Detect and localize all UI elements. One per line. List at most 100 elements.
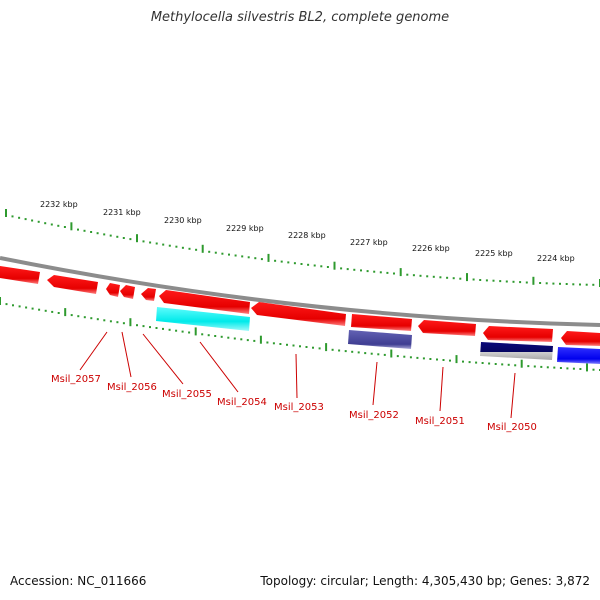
minor-tick [253,339,256,342]
gene-label-leaders [79,331,516,419]
minor-tick [103,319,106,322]
minor-tick [566,367,569,370]
minor-tick [439,276,442,279]
minor-tick [63,226,66,228]
minor-tick [357,351,360,354]
minor-tick [175,329,178,332]
minor-tick [373,270,376,273]
minor-tick [247,256,250,259]
minor-tick [553,366,556,369]
minor-tick [38,308,41,311]
minor-tick [592,368,595,371]
minor-tick [468,361,471,364]
minor-tick [241,255,244,258]
minor-tick [57,312,60,314]
gene-arrow [120,285,135,299]
scale-label: 2232 kbp [40,200,78,209]
minor-tick [540,365,543,368]
major-tick [201,244,204,253]
minor-tick [479,279,482,281]
minor-tick [492,279,495,282]
minor-tick [274,259,277,262]
minor-tick [552,282,555,285]
minor-tick [346,268,349,271]
minor-tick [305,346,308,348]
minor-tick [109,234,112,237]
minor-tick [83,316,86,319]
minor-tick [50,223,53,226]
gene-arrow [156,307,250,331]
minor-tick [514,364,517,367]
minor-tick [422,357,425,360]
leader-line [295,353,298,399]
minor-tick [31,219,34,222]
minor-tick [525,281,528,284]
minor-tick [366,270,369,273]
minor-tick [233,337,236,340]
minor-tick [90,317,93,320]
gene-arrow [418,320,476,336]
minor-tick [406,273,409,276]
minor-tick [70,314,73,317]
minor-tick [162,243,165,246]
minor-tick [181,246,184,249]
minor-tick [292,344,295,347]
minor-tick [234,254,237,257]
minor-tick [142,325,145,328]
minor-tick [396,355,399,358]
minor-tick [272,342,275,345]
gene-label: Msil_2050 [487,422,537,433]
minor-tick [37,220,40,223]
major-tick [0,297,1,305]
minor-tick [11,215,14,218]
scale-labels: 2232 kbp 2231 kbp 2230 kbp 2229 kbp 2228 kbp… [40,200,575,263]
major-tick [64,308,67,317]
minor-tick [122,322,125,325]
minor-tick [338,349,341,352]
minor-tick [195,248,198,251]
scale-label: 2225 kbp [475,249,513,258]
major-tick [532,276,535,285]
minor-tick [572,283,575,286]
minor-tick [280,260,283,263]
minor-tick [512,280,515,283]
minor-tick [472,278,475,281]
minor-tick [393,272,395,275]
minor-tick [320,265,323,268]
minor-tick [559,367,562,369]
minor-tick [436,358,438,361]
major-tick [399,268,402,277]
minor-tick [313,264,316,267]
leader-line [121,331,132,378]
minor-tick [207,334,210,337]
minor-tick [300,263,303,265]
minor-tick [12,304,14,307]
major-tick [129,318,132,327]
leader-line [510,372,516,419]
minor-tick [572,367,575,370]
minor-tick [188,331,191,334]
minor-tick [585,283,588,286]
minor-tick [446,276,449,279]
minor-tick [409,356,412,359]
minor-tick [429,358,432,360]
minor-tick [162,327,164,330]
minor-tick [44,222,47,225]
minor-tick [57,224,60,227]
major-tick [136,234,138,243]
minor-tick [344,350,347,353]
major-tick [520,359,523,368]
major-tick [586,363,588,372]
minor-tick [96,232,99,235]
gene-label: Msil_2052 [349,410,399,421]
scale-label: 2227 kbp [350,238,388,247]
minor-tick [326,266,329,268]
minor-tick [432,275,435,278]
minor-tick [379,271,382,274]
minor-tick [83,229,86,232]
minor-tick [312,346,314,349]
gene-track [0,266,600,364]
scale-label: 2224 kbp [537,254,575,263]
minor-tick [24,218,27,221]
minor-tick [386,271,389,274]
